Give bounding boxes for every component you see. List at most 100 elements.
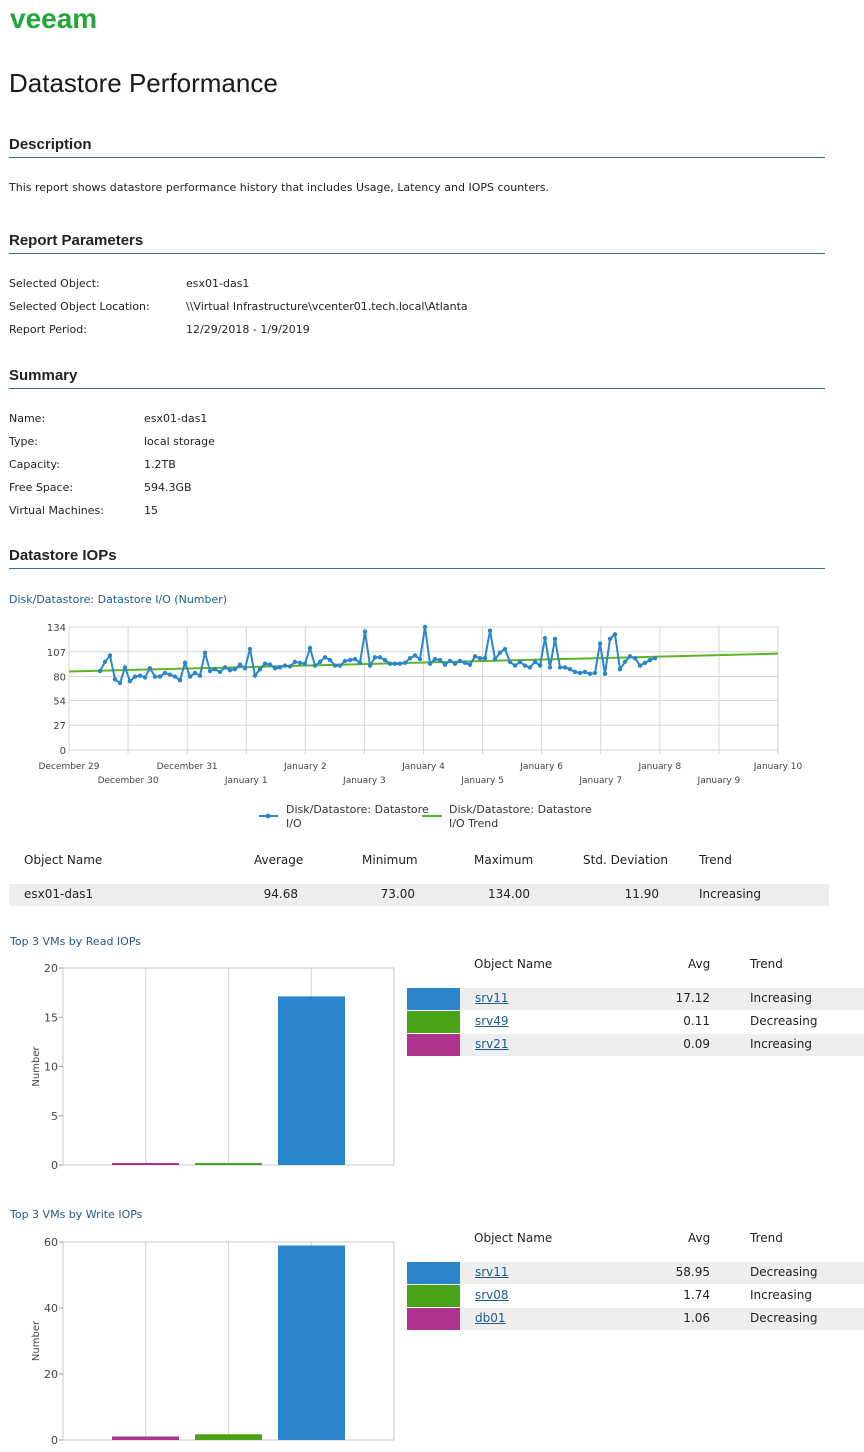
veeam-logo: veeam: [10, 3, 98, 34]
x-tick-label: January 9: [697, 776, 741, 786]
data-point: [362, 629, 368, 634]
data-point: [222, 665, 228, 670]
bar-srv11: [278, 996, 345, 1165]
y-tick-label: 10: [44, 1061, 58, 1074]
trend-cell: Increasing: [750, 1288, 812, 1302]
vm-link[interactable]: srv11: [475, 1265, 509, 1279]
data-point: [567, 667, 573, 672]
y-tick-label: 80: [53, 673, 66, 684]
y-tick-label: 15: [44, 1011, 58, 1024]
data-point: [642, 660, 648, 665]
data-point: [327, 657, 333, 663]
vm-link[interactable]: srv11: [475, 991, 509, 1005]
vm-link[interactable]: srv21: [475, 1037, 509, 1051]
x-tick-label: January 3: [342, 776, 386, 786]
data-point: [197, 673, 203, 678]
data-point: [602, 671, 608, 677]
x-tick-label: January 5: [460, 776, 504, 786]
col-header-minimum: Minimum: [362, 853, 418, 867]
trend-cell: Decreasing: [750, 1265, 818, 1279]
write-col-object: Object Name: [474, 1231, 553, 1245]
data-point: [172, 674, 178, 679]
summary-value: local storage: [144, 435, 215, 448]
data-point: [497, 650, 503, 655]
data-point: [477, 656, 483, 661]
vm-link[interactable]: db01: [475, 1311, 506, 1325]
table-row: [9, 884, 829, 906]
data-point: [442, 662, 448, 667]
x-tick-label: December 31: [157, 762, 218, 772]
summary-value: 594.3GB: [144, 481, 192, 494]
data-point: [137, 673, 143, 678]
iops-heading: Datastore IOPs: [9, 547, 117, 564]
data-point: [292, 659, 298, 665]
cell-maximum: 134.00: [488, 887, 530, 901]
data-point: [457, 658, 463, 664]
data-point: [452, 661, 458, 666]
data-point: [427, 661, 433, 666]
avg-cell: 0.11: [683, 1014, 710, 1028]
data-point: [267, 662, 273, 667]
col-header-maximum: Maximum: [474, 853, 534, 867]
data-point: [167, 672, 173, 677]
data-point: [372, 655, 378, 660]
bar-srv49: [195, 1163, 262, 1165]
data-point: [177, 678, 183, 683]
summary-heading: Summary: [9, 367, 78, 384]
data-point: [562, 665, 568, 670]
data-point: [347, 657, 353, 663]
description-text: This report shows datastore performance …: [9, 181, 550, 194]
data-point: [522, 663, 528, 668]
vm-link[interactable]: srv49: [475, 1014, 509, 1028]
data-point: [437, 657, 443, 663]
write-chart-title: Top 3 VMs by Write IOPs: [10, 1208, 143, 1221]
summary-label: Capacity:: [9, 458, 60, 471]
data-point: [577, 670, 583, 676]
y-tick-label: 20: [44, 962, 58, 975]
data-point: [337, 663, 343, 668]
x-tick-label: January 2: [283, 762, 327, 772]
divider: [9, 568, 825, 569]
y-tick-label: 134: [47, 623, 66, 634]
data-point: [512, 663, 518, 668]
read-chart-title: Top 3 VMs by Read IOPs: [10, 935, 141, 948]
avg-cell: 1.06: [683, 1311, 710, 1325]
data-point: [247, 646, 253, 652]
y-tick-label: 40: [44, 1302, 58, 1315]
data-point: [597, 641, 603, 646]
data-point: [152, 674, 158, 679]
data-point: [462, 660, 468, 665]
data-point: [257, 667, 263, 672]
data-point: [542, 635, 548, 641]
x-tick-label: January 10: [753, 762, 803, 772]
summary-value: 1.2TB: [144, 458, 176, 471]
data-point: [487, 628, 493, 633]
data-point: [467, 662, 473, 667]
read-col-object: Object Name: [474, 957, 553, 971]
divider: [9, 157, 825, 158]
data-point: [102, 659, 108, 665]
read-col-trend: Trend: [750, 957, 783, 971]
divider: [9, 253, 825, 254]
data-point: [232, 667, 238, 672]
data-point: [227, 667, 233, 673]
data-point: [532, 659, 538, 665]
data-point: [582, 669, 588, 675]
summary-label: Virtual Machines:: [9, 504, 104, 517]
data-point: [157, 674, 163, 679]
data-point: [377, 655, 383, 660]
y-tick-label: 20: [44, 1368, 58, 1381]
vm-link[interactable]: srv08: [475, 1288, 509, 1302]
y-tick-label: 54: [53, 696, 66, 707]
data-point: [397, 661, 403, 666]
data-point: [202, 650, 208, 655]
data-point: [307, 645, 313, 651]
color-swatch: [407, 1308, 460, 1330]
y-tick-label: 27: [53, 721, 66, 732]
y-axis-label: Number: [31, 1320, 42, 1361]
data-point: [387, 661, 393, 666]
cell-stddev: 11.90: [624, 887, 659, 901]
data-point: [272, 666, 278, 671]
data-point: [122, 665, 128, 670]
data-point: [407, 656, 413, 661]
